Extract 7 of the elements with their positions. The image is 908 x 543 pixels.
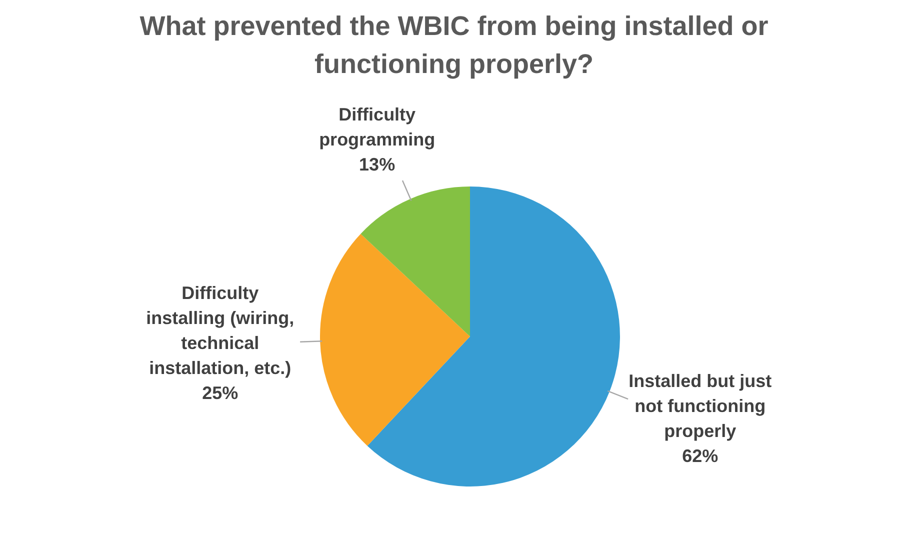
- data-label: 25%: [202, 382, 238, 403]
- slice-label: Difficulty installing (wiring, technical installation, etc.): [146, 282, 294, 378]
- slice-label: Installed but just not functioning properly: [628, 371, 772, 442]
- data-label: 13%: [359, 154, 396, 175]
- data-label: 62%: [682, 446, 718, 466]
- slice-label: Difficulty programming: [319, 104, 436, 150]
- chart-title: What prevented the WBIC from being installed or functioning properly?: [138, 10, 770, 81]
